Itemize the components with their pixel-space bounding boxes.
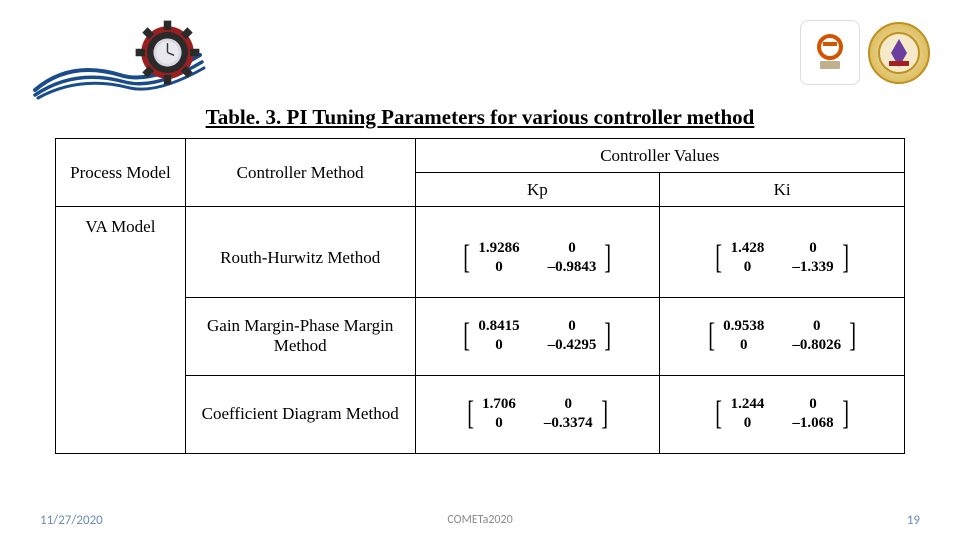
table-caption: Table. 3. PI Tuning Parameters for vario… xyxy=(0,105,960,130)
footer-page-number: 19 xyxy=(907,513,920,528)
kp-matrix: [ 0.84150 0–0.4295 ] xyxy=(415,297,660,375)
ki-matrix: [ 0.95380 0–0.8026 ] xyxy=(660,297,905,375)
col-process-model: Process Model xyxy=(56,139,186,207)
method-cell: Gain Margin-Phase Margin Method xyxy=(185,297,415,375)
kp-matrix: [ 1.92860 0–0.9843 ] xyxy=(415,219,660,297)
institution-badge-1 xyxy=(800,20,860,85)
gear-icon xyxy=(130,15,205,90)
slide-footer: 11/27/2020 COMETa2020 19 xyxy=(0,513,960,528)
institution-badge-2 xyxy=(868,22,930,84)
col-ki: Ki xyxy=(660,173,905,207)
slide-header xyxy=(0,0,960,100)
col-kp: Kp xyxy=(415,173,660,207)
conference-logo-left xyxy=(30,10,230,105)
method-cell: Coefficient Diagram Method xyxy=(185,375,415,453)
ki-matrix: [ 1.2440 0–1.068 ] xyxy=(660,375,905,453)
kp-matrix: [ 1.7060 0–0.3374 ] xyxy=(415,375,660,453)
process-model-cell: VA Model xyxy=(56,207,186,454)
tuning-parameters-table: Process Model Controller Method Controll… xyxy=(55,138,905,454)
institution-logos xyxy=(800,10,930,85)
footer-date: 11/27/2020 xyxy=(40,513,103,528)
ki-matrix: [ 1.4280 0–1.339 ] xyxy=(660,219,905,297)
col-controller-method: Controller Method xyxy=(185,139,415,207)
footer-conference: COMETa2020 xyxy=(447,513,512,527)
method-cell: Routh-Hurwitz Method xyxy=(185,219,415,297)
col-controller-values: Controller Values xyxy=(415,139,904,173)
